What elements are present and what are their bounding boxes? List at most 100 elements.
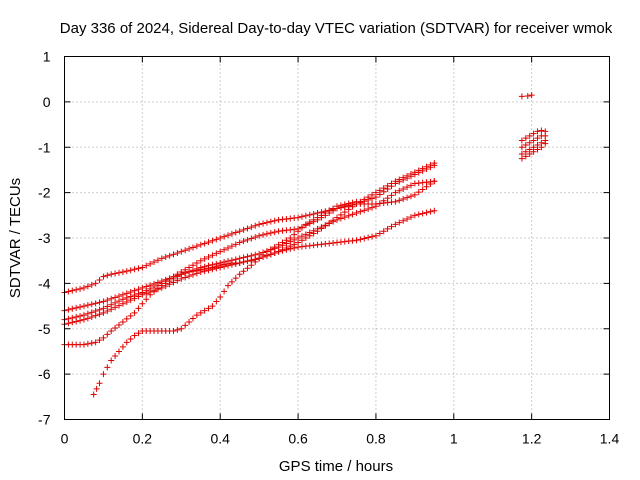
data-point-marker — [84, 340, 91, 347]
data-point-marker — [228, 278, 235, 285]
data-point-marker — [232, 241, 239, 248]
data-point-marker — [341, 201, 348, 208]
data-point-marker — [225, 282, 231, 289]
data-point-marker — [353, 198, 360, 205]
data-point-marker — [306, 232, 313, 239]
data-point-marker — [174, 273, 181, 280]
data-point-marker — [178, 325, 185, 332]
data-point-marker — [131, 332, 138, 339]
data-point-marker — [197, 257, 204, 264]
data-point-marker — [388, 180, 395, 187]
data-point-marker — [411, 169, 418, 176]
data-point-marker — [252, 234, 259, 241]
data-point-marker — [279, 246, 286, 253]
data-point-marker — [80, 303, 87, 310]
data-point-marker — [384, 182, 391, 189]
data-point-marker — [201, 307, 208, 314]
data-point-marker — [131, 295, 138, 302]
data-point-marker — [400, 217, 407, 224]
data-point-marker — [419, 186, 426, 193]
data-point-marker — [92, 312, 99, 319]
y-tick-labels: -7 -6 -5 -4 -3 -2 -1 0 1 — [38, 49, 51, 428]
data-point-marker — [116, 302, 122, 309]
data-point-marker — [271, 249, 278, 256]
data-point-marker — [298, 224, 305, 231]
data-point-marker — [542, 140, 549, 147]
data-point-marker — [404, 215, 411, 222]
data-point-marker — [213, 236, 220, 243]
data-point-marker — [287, 235, 294, 241]
data-point-marker — [119, 300, 126, 307]
data-point-marker — [116, 348, 122, 355]
data-point-marker — [100, 298, 107, 305]
data-point-marker — [524, 92, 531, 99]
data-point-marker — [322, 210, 329, 217]
y-tick-label: -3 — [38, 230, 51, 246]
data-point-marker — [275, 248, 282, 255]
y-tick-label: -4 — [38, 275, 51, 291]
data-point-marker — [372, 189, 379, 196]
data-point-marker — [302, 221, 309, 228]
data-point-marker — [267, 218, 274, 225]
data-point-marker — [65, 320, 72, 327]
data-point-marker — [84, 302, 91, 309]
data-point-marker — [419, 210, 426, 217]
data-point-marker — [182, 322, 189, 329]
data-point-marker — [135, 330, 142, 337]
data-point-marker — [186, 245, 193, 252]
data-point-marker — [302, 235, 309, 241]
y-tick-label: -1 — [38, 139, 51, 155]
data-point-marker — [73, 318, 80, 325]
data-point-marker — [108, 295, 115, 302]
data-point-marker — [108, 328, 115, 335]
data-point-marker — [88, 340, 95, 347]
chart-title: Day 336 of 2024, Sidereal Day-to-day VTE… — [60, 20, 613, 37]
data-point-marker — [116, 321, 122, 328]
data-point-marker — [201, 240, 208, 247]
data-point-marker — [112, 270, 119, 277]
data-point-marker — [376, 187, 383, 194]
data-point-marker — [174, 326, 181, 333]
data-point-marker — [143, 262, 150, 269]
data-point-marker — [69, 287, 76, 294]
data-point-marker — [318, 225, 325, 232]
data-point-marker — [73, 304, 80, 311]
data-point-marker — [123, 268, 130, 275]
x-tick-label: 0.4 — [210, 431, 230, 447]
data-point-marker — [96, 276, 103, 283]
data-point-marker — [77, 317, 84, 324]
data-point-marker — [151, 288, 158, 295]
data-point-marker — [518, 93, 525, 100]
data-point-marker — [353, 210, 360, 217]
data-point-marker — [240, 268, 247, 275]
data-point-marker — [263, 219, 270, 226]
data-point-marker — [73, 286, 80, 293]
data-point-marker — [400, 185, 407, 192]
x-tick-label: 1.2 — [522, 431, 542, 447]
data-point-marker — [369, 233, 376, 240]
data-point-marker — [189, 244, 196, 251]
data-point-marker — [275, 241, 282, 248]
data-point-marker — [411, 212, 418, 219]
data-point-marker — [217, 235, 224, 241]
data-point-marker — [158, 255, 165, 262]
data-point-marker — [287, 243, 294, 250]
data-point-marker — [178, 271, 185, 278]
data-point-marker — [334, 203, 340, 210]
data-point-marker — [345, 206, 352, 213]
data-point-marker — [139, 291, 146, 298]
data-point-marker — [193, 243, 200, 250]
data-point-marker — [139, 300, 146, 307]
data-point-marker — [166, 252, 173, 259]
data-point-marker — [143, 290, 150, 297]
data-point-marker — [88, 313, 95, 320]
data-point-marker — [522, 141, 529, 148]
data-point-marker — [104, 308, 111, 315]
data-point-marker — [306, 211, 313, 218]
data-point-marker — [248, 262, 255, 269]
data-point-marker — [236, 239, 243, 246]
data-point-marker — [256, 255, 263, 262]
data-point-marker — [119, 318, 126, 325]
data-point-marker — [178, 248, 185, 255]
y-axis-label: SDTVAR / TECUs — [7, 178, 24, 298]
